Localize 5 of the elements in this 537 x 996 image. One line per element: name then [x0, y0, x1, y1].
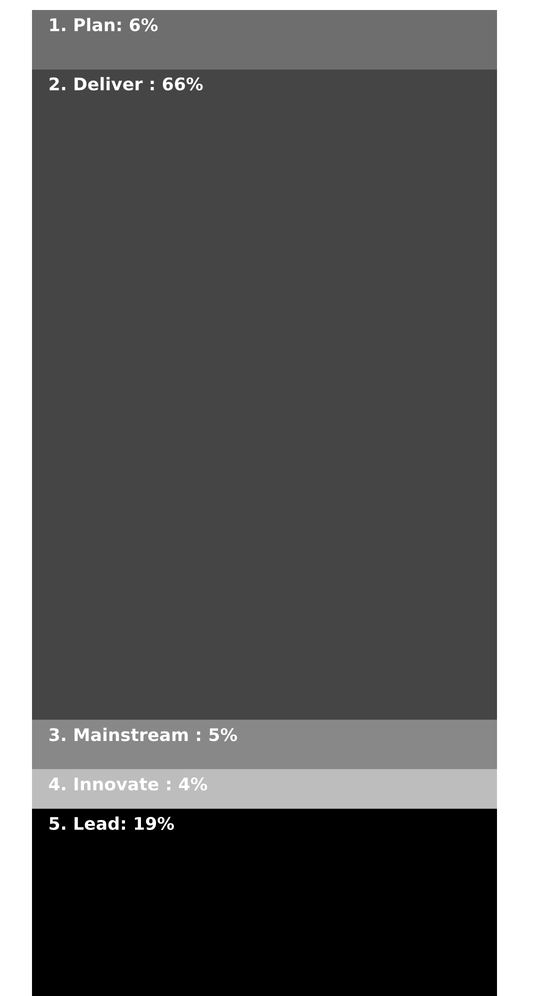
data-label: 4. Innovate : 4%: [49, 777, 208, 791]
data-label: 5. Lead: 19%: [50, 816, 174, 830]
data-label: 1. Plan: 6%: [50, 18, 158, 32]
data-label: 2. Deliver : 66%: [50, 77, 203, 90]
data-label: 3. Mainstream : 5%: [49, 728, 238, 742]
